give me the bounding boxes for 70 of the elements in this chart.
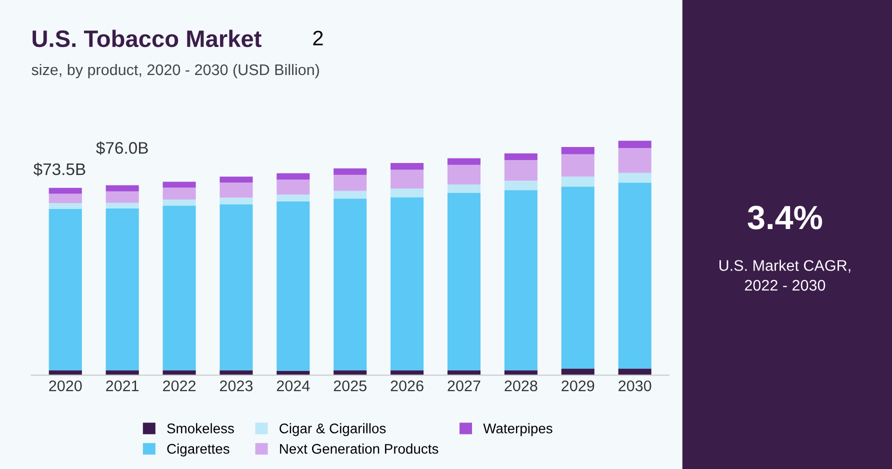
text: 2 <box>313 30 323 46</box>
bar <box>162 206 196 370</box>
bar <box>504 153 538 160</box>
bar <box>276 370 310 376</box>
x-tick-label: 2020 <box>49 380 82 392</box>
x-tick-label: 2025 <box>334 380 366 392</box>
x-tick-label: 2028 <box>504 380 538 392</box>
bar <box>334 168 367 175</box>
x-tick-label: 2027 <box>448 380 480 392</box>
x-tick-label: 2022 <box>163 380 196 392</box>
bar <box>106 185 139 192</box>
bar <box>106 191 139 203</box>
bar <box>447 192 481 370</box>
bar <box>390 170 424 189</box>
text: U.S. Market CAGR, 2022 - 2030 <box>720 260 850 291</box>
bar <box>504 180 538 190</box>
bar <box>447 184 481 193</box>
bar <box>162 200 196 206</box>
x-tick-label: 2023 <box>220 380 253 392</box>
bar <box>447 158 481 165</box>
bar <box>162 182 196 188</box>
bar <box>220 182 253 198</box>
bar <box>618 140 652 148</box>
x-tick-label: 2024 <box>276 380 310 392</box>
bar <box>504 160 538 181</box>
bar <box>162 188 196 200</box>
bar <box>48 188 82 194</box>
bar <box>276 180 310 195</box>
text: 3.4% <box>748 206 822 230</box>
x-tick-label: 2029 <box>562 380 594 392</box>
bar <box>48 203 82 209</box>
bar <box>48 194 82 204</box>
bar <box>618 182 652 369</box>
bar <box>220 176 253 183</box>
bar <box>106 202 139 208</box>
annotation: $73.5B <box>33 162 86 176</box>
x-tick-label: 2026 <box>390 380 424 392</box>
bar <box>390 197 424 370</box>
legend-label: Waterpipes <box>483 423 552 436</box>
bar <box>618 148 652 173</box>
bar <box>276 173 310 180</box>
bar <box>276 194 310 202</box>
legend-label: Cigar & Cigarillos <box>280 423 386 436</box>
bar <box>106 208 139 370</box>
legend-label: Smokeless <box>167 423 234 434</box>
bar <box>504 190 538 370</box>
x-tick-label: 2021 <box>106 380 139 392</box>
bar <box>48 208 82 370</box>
bar <box>334 198 367 370</box>
annotation: $76.0B <box>96 141 148 155</box>
bar <box>561 176 594 187</box>
chart-subtitle: size, by product, 2020 - 2030 (USD Billion) <box>32 64 319 78</box>
bar <box>618 172 652 183</box>
bar <box>447 164 481 185</box>
bar <box>220 198 253 204</box>
legend-label: Cigarettes <box>167 444 230 456</box>
bar <box>618 368 652 376</box>
bar <box>561 368 594 376</box>
bar <box>390 162 424 170</box>
bar <box>561 147 594 154</box>
bar <box>334 174 367 191</box>
chart-title: U.S. Tobacco Market <box>32 30 262 48</box>
bar <box>334 190 367 199</box>
legend-label: Next Generation Products <box>280 444 438 454</box>
bar <box>220 204 253 370</box>
bar <box>276 201 310 371</box>
bar <box>561 186 594 369</box>
x-tick-label: 2030 <box>618 380 652 392</box>
bar <box>390 188 424 198</box>
bar <box>561 154 594 177</box>
